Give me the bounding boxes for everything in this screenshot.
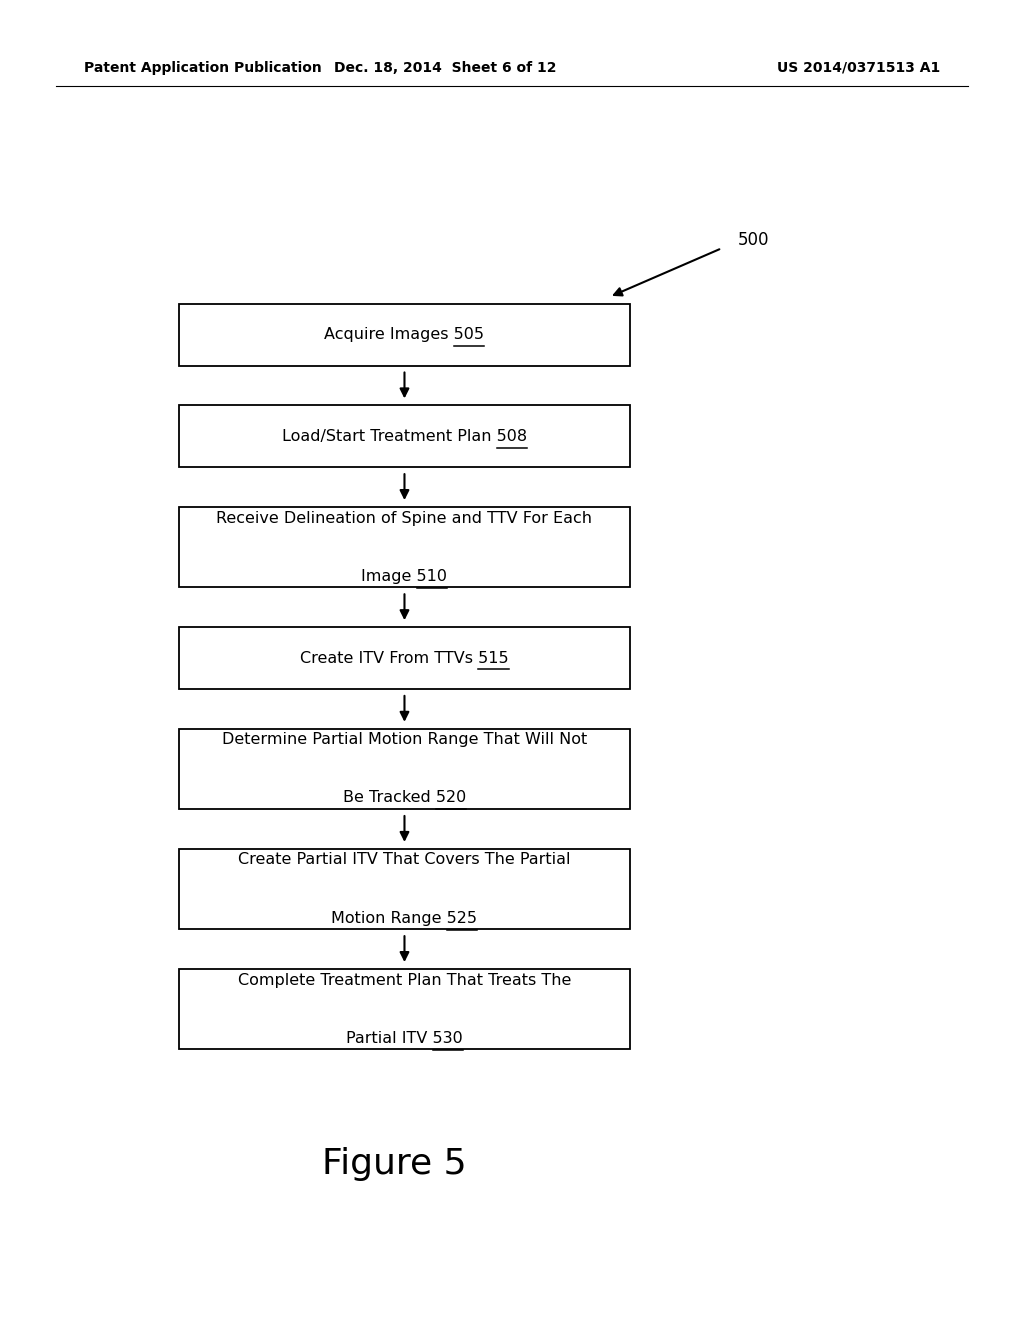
Text: Load/Start Treatment Plan 508: Load/Start Treatment Plan 508 bbox=[282, 429, 527, 444]
Bar bbox=[179, 304, 630, 366]
Text: Image 510: Image 510 bbox=[361, 569, 447, 583]
Text: Acquire Images 505: Acquire Images 505 bbox=[325, 327, 484, 342]
Bar bbox=[179, 969, 630, 1049]
Text: Create ITV From TTVs 515: Create ITV From TTVs 515 bbox=[300, 651, 509, 665]
Text: US 2014/0371513 A1: US 2014/0371513 A1 bbox=[777, 61, 940, 74]
Text: Create Partial ITV That Covers The Partial: Create Partial ITV That Covers The Parti… bbox=[239, 853, 570, 867]
Text: Determine Partial Motion Range That Will Not: Determine Partial Motion Range That Will… bbox=[222, 733, 587, 747]
Bar bbox=[179, 849, 630, 929]
Bar bbox=[179, 507, 630, 587]
Text: Patent Application Publication: Patent Application Publication bbox=[84, 61, 322, 74]
Text: Figure 5: Figure 5 bbox=[322, 1147, 467, 1181]
Text: Motion Range 525: Motion Range 525 bbox=[332, 911, 477, 925]
Text: Dec. 18, 2014  Sheet 6 of 12: Dec. 18, 2014 Sheet 6 of 12 bbox=[334, 61, 557, 74]
Bar bbox=[179, 627, 630, 689]
Text: Be Tracked 520: Be Tracked 520 bbox=[343, 791, 466, 805]
Text: 500: 500 bbox=[737, 231, 769, 249]
Text: Complete Treatment Plan That Treats The: Complete Treatment Plan That Treats The bbox=[238, 973, 571, 987]
Text: Partial ITV 530: Partial ITV 530 bbox=[346, 1031, 463, 1045]
Bar bbox=[179, 405, 630, 467]
Bar bbox=[179, 729, 630, 809]
Text: Receive Delineation of Spine and TTV For Each: Receive Delineation of Spine and TTV For… bbox=[216, 511, 593, 525]
